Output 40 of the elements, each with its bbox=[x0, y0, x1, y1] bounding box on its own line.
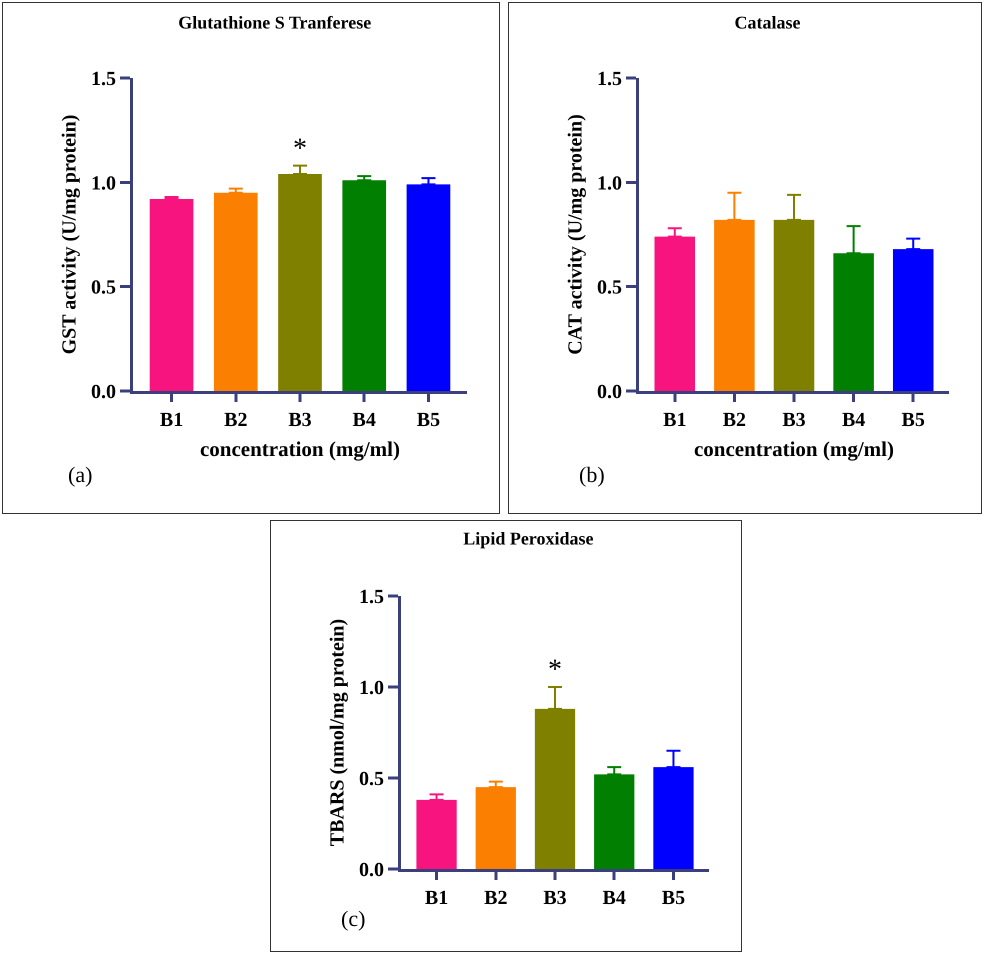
y-tick-label: 1.0 bbox=[597, 172, 622, 194]
y-tick-label: 0.0 bbox=[597, 381, 622, 403]
x-tick-label: B1 bbox=[160, 409, 184, 431]
x-axis-title: concentration (mg/ml) bbox=[200, 437, 400, 462]
y-tick-label: 1.5 bbox=[597, 68, 622, 90]
chart-title: Glutathione S Tranferese bbox=[178, 12, 372, 32]
y-tick-label: 1.0 bbox=[91, 172, 116, 194]
text: (b) bbox=[579, 462, 605, 487]
y-tick-label: 0.0 bbox=[359, 859, 384, 881]
y-tick-label: 0.5 bbox=[597, 276, 622, 299]
x-axis-title: concentration (mg/ml) bbox=[694, 437, 894, 462]
x-tick-label: B3 bbox=[782, 409, 806, 431]
annotation: * bbox=[293, 133, 307, 164]
y-axis-title: GST activity (U/mg protein) bbox=[58, 114, 80, 354]
y-axis-title: TBARS (nmol/mg protein) bbox=[326, 618, 348, 846]
x-tick-label: B5 bbox=[416, 409, 440, 431]
x-tick-label: B1 bbox=[424, 887, 448, 909]
x-tick-label: B2 bbox=[722, 409, 746, 431]
x-tick-label: B3 bbox=[543, 887, 567, 909]
y-tick-label: 1.5 bbox=[91, 68, 116, 90]
y-tick-label: 1.5 bbox=[359, 586, 384, 608]
x-tick-label: B1 bbox=[663, 409, 686, 431]
x-tick-label: B3 bbox=[288, 409, 312, 431]
x-tick-label: B5 bbox=[902, 409, 925, 431]
x-tick-label: B4 bbox=[352, 409, 376, 431]
y-tick-label: 1.0 bbox=[359, 677, 384, 699]
text: (c) bbox=[341, 906, 366, 931]
x-tick-label: B2 bbox=[224, 409, 248, 431]
x-tick-label: B4 bbox=[842, 409, 866, 431]
annotation: * bbox=[548, 654, 562, 685]
x-tick-label: B4 bbox=[602, 887, 626, 909]
y-tick-label: 0.0 bbox=[91, 381, 116, 403]
y-tick-label: 0.5 bbox=[91, 276, 116, 299]
text: (a) bbox=[68, 462, 92, 487]
chart-title: Lipid Peroxidase bbox=[463, 528, 594, 548]
chart-title: Catalase bbox=[734, 12, 800, 32]
y-tick-label: 0.5 bbox=[359, 768, 384, 790]
y-axis-title: CAT activity (U/mg protein) bbox=[564, 114, 586, 355]
x-tick-label: B2 bbox=[484, 887, 508, 909]
x-tick-label: B5 bbox=[662, 887, 686, 909]
